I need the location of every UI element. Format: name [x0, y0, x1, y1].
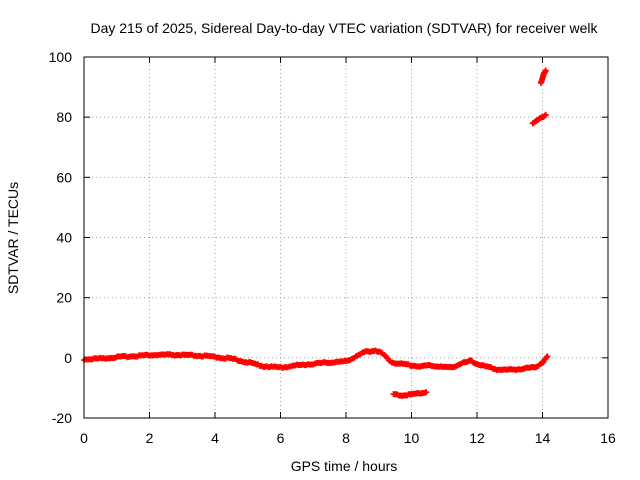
- plot-frame: [83, 56, 609, 419]
- x-tick-label: 14: [535, 430, 551, 446]
- data-point: [423, 389, 430, 396]
- data-point: [544, 353, 551, 360]
- y-tick-label: 0: [64, 350, 72, 366]
- y-tick-label: 80: [56, 109, 72, 125]
- axis-ticks: 0 2 4 6 8 10 12 14 16 -20 0 20 40 60 80 100: [49, 49, 616, 446]
- x-tick-label: 10: [404, 430, 420, 446]
- x-tick-label: 16: [600, 430, 616, 446]
- y-tick-label: 40: [56, 230, 72, 246]
- data-point: [543, 354, 550, 361]
- x-tick-label: 12: [469, 430, 485, 446]
- x-tick-label: 4: [211, 430, 219, 446]
- data-point: [539, 360, 546, 367]
- data-point: [542, 67, 549, 74]
- y-tick-label: 60: [56, 169, 72, 185]
- chart-title: Day 215 of 2025, Sidereal Day-to-day VTE…: [90, 20, 598, 36]
- x-axis-label: GPS time / hours: [291, 458, 398, 474]
- y-axis-label: SDTVAR / TECUs: [5, 182, 21, 294]
- x-tick-label: 2: [146, 430, 154, 446]
- y-tick-label: 100: [49, 49, 73, 65]
- x-tick-label: 8: [342, 430, 350, 446]
- x-tick-label: 0: [80, 430, 88, 446]
- y-tick-label: -20: [52, 410, 72, 426]
- data-points: [81, 67, 551, 399]
- x-tick-label: 6: [277, 430, 285, 446]
- y-tick-label: 20: [56, 290, 72, 306]
- data-point: [541, 112, 548, 119]
- data-point: [542, 111, 549, 118]
